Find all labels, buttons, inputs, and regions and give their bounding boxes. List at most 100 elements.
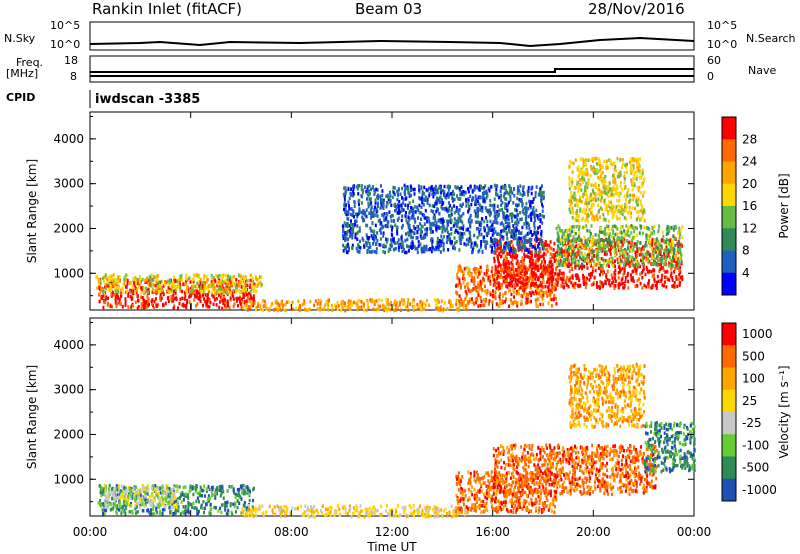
data-cell — [622, 213, 624, 217]
data-cell — [598, 249, 600, 253]
data-cell — [630, 263, 632, 267]
data-cell — [579, 170, 581, 174]
data-cell — [477, 227, 479, 231]
data-cell — [230, 291, 232, 295]
data-cell — [358, 299, 360, 303]
data-cell — [425, 209, 427, 213]
data-cell — [527, 193, 529, 197]
data-cell — [194, 293, 196, 297]
data-cell — [627, 226, 629, 230]
data-cell — [178, 278, 180, 282]
data-cell — [408, 249, 410, 253]
data-cell — [148, 282, 150, 286]
data-cell — [368, 205, 370, 209]
data-cell — [637, 163, 639, 167]
data-cell — [623, 251, 625, 255]
data-cell — [585, 286, 587, 290]
data-cell — [354, 205, 356, 209]
data-cell — [342, 230, 344, 234]
data-cell — [554, 260, 556, 264]
data-cell — [569, 165, 571, 169]
data-cell — [666, 276, 668, 280]
data-cell — [465, 198, 467, 202]
data-cell — [359, 226, 361, 230]
data-cell — [463, 281, 465, 285]
data-cell — [379, 195, 381, 199]
data-cell — [561, 229, 563, 233]
data-cell — [665, 259, 667, 263]
data-cell — [538, 276, 540, 280]
data-cell — [547, 273, 549, 277]
data-cell — [575, 158, 577, 162]
data-cell — [636, 234, 638, 238]
data-cell — [313, 304, 315, 308]
data-cell — [639, 157, 641, 161]
data-cell — [357, 192, 359, 196]
data-cell — [574, 261, 576, 265]
data-cell — [159, 284, 161, 288]
data-cell — [646, 237, 648, 241]
data-cell — [238, 289, 240, 293]
data-cell — [498, 261, 500, 265]
data-cell — [487, 276, 489, 280]
data-cell — [551, 298, 553, 302]
data-cell — [536, 185, 538, 189]
data-cell — [675, 285, 677, 289]
data-cell — [510, 261, 512, 265]
data-cell — [601, 208, 603, 212]
data-cell — [199, 295, 201, 299]
data-cell — [512, 250, 514, 254]
data-cell — [220, 283, 222, 287]
data-cell — [266, 307, 268, 311]
data-cell — [382, 304, 384, 308]
data-cell — [390, 301, 392, 305]
data-cell — [481, 233, 483, 237]
data-cell — [351, 207, 353, 211]
data-cell — [396, 198, 398, 202]
data-cell — [584, 202, 586, 206]
data-cell — [481, 217, 483, 221]
data-cell — [103, 280, 105, 284]
data-cell — [503, 216, 505, 220]
data-cell — [522, 256, 524, 260]
data-cell — [609, 159, 611, 163]
data-cell — [584, 211, 586, 215]
data-cell — [550, 240, 552, 244]
data-cell — [637, 240, 639, 244]
data-cell — [504, 206, 506, 210]
data-cell — [401, 219, 403, 223]
data-cell — [250, 274, 252, 278]
data-cell — [519, 286, 521, 290]
data-cell — [459, 294, 461, 298]
data-cell — [378, 304, 380, 308]
data-cell — [167, 280, 169, 284]
data-cell — [540, 187, 542, 191]
data-cell — [600, 270, 602, 274]
data-cell — [544, 291, 546, 295]
data-cell — [464, 277, 466, 281]
data-cell — [474, 279, 476, 283]
data-cell — [251, 303, 253, 307]
data-cell — [285, 309, 287, 313]
data-cell — [613, 236, 615, 240]
data-cell — [493, 257, 495, 261]
data-cell — [654, 258, 656, 262]
data-cell — [247, 308, 249, 312]
data-cell — [164, 282, 166, 286]
data-cell — [327, 304, 329, 308]
data-cell — [530, 300, 532, 304]
data-cell — [604, 253, 606, 257]
data-cell — [389, 308, 391, 312]
data-cell — [614, 269, 616, 273]
data-cell — [518, 236, 520, 240]
data-cell — [602, 165, 604, 169]
data-cell — [501, 208, 503, 212]
data-cell — [432, 230, 434, 234]
data-cell — [156, 290, 158, 294]
data-cell — [505, 285, 507, 289]
data-cell — [385, 245, 387, 249]
data-cell — [468, 190, 470, 194]
data-cell — [605, 208, 607, 212]
data-cell — [492, 294, 494, 298]
data-cell — [262, 309, 264, 313]
